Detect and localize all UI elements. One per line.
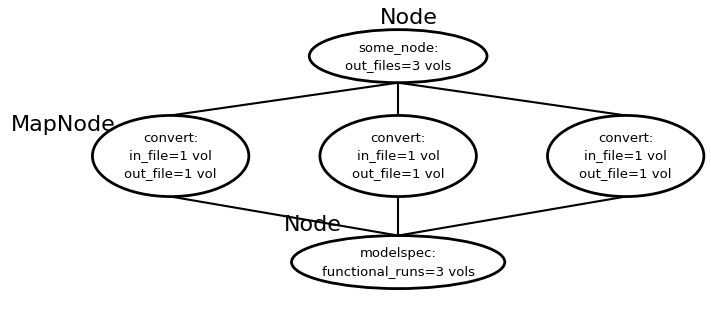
- Ellipse shape: [309, 30, 487, 83]
- Ellipse shape: [320, 115, 476, 197]
- Text: convert:
in_file=1 vol
out_file=1 vol: convert: in_file=1 vol out_file=1 vol: [579, 131, 672, 181]
- Ellipse shape: [547, 115, 704, 197]
- Text: convert:
in_file=1 vol
out_file=1 vol: convert: in_file=1 vol out_file=1 vol: [352, 131, 444, 181]
- Text: MapNode: MapNode: [11, 115, 115, 135]
- Text: Node: Node: [284, 215, 342, 235]
- Text: convert:
in_file=1 vol
out_file=1 vol: convert: in_file=1 vol out_file=1 vol: [124, 131, 217, 181]
- Ellipse shape: [92, 115, 249, 197]
- Text: Node: Node: [380, 8, 438, 28]
- Text: modelspec:
functional_runs=3 vols: modelspec: functional_runs=3 vols: [321, 246, 475, 278]
- Text: some_node:
out_files=3 vols: some_node: out_files=3 vols: [345, 41, 451, 72]
- Ellipse shape: [292, 236, 505, 289]
